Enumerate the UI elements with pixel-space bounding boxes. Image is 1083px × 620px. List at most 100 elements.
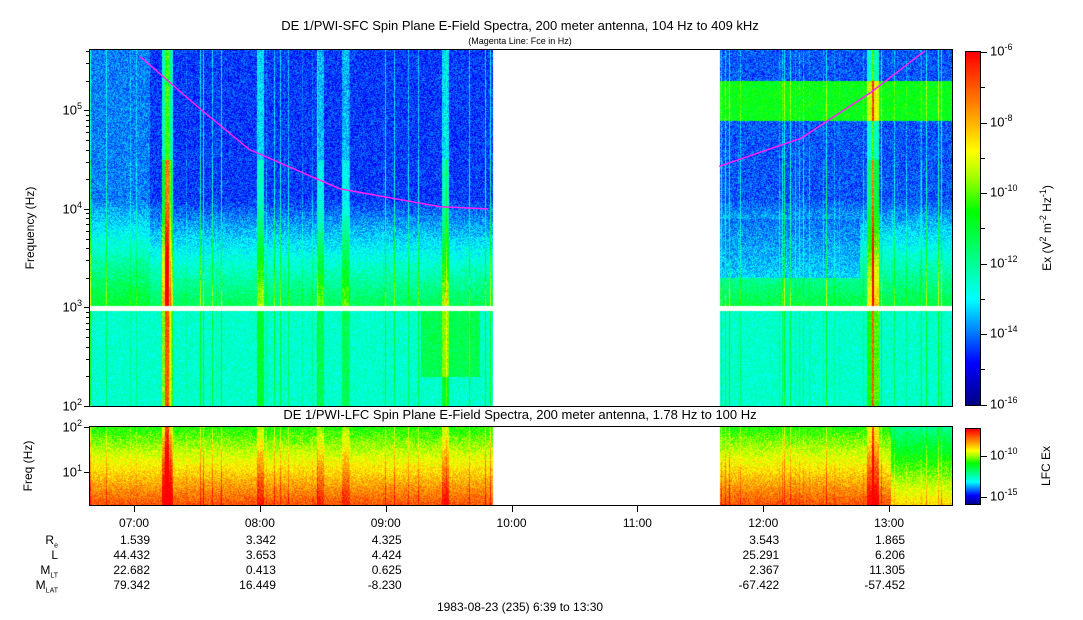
colorbar-tick-label: 10-12	[990, 254, 1017, 270]
colorbar-tick-label: 10-6	[990, 42, 1012, 58]
y-minor-tick	[86, 149, 89, 151]
colorbar-tick	[981, 405, 987, 406]
colorbar-tick	[981, 52, 987, 53]
label-text: M	[40, 563, 51, 577]
y-minor-tick	[86, 238, 89, 240]
ephemeris-value: 22.682	[113, 563, 151, 577]
y-minor-tick	[86, 316, 89, 318]
label-text: R	[45, 533, 55, 547]
bottom-y-axis-label: Freq (Hz)	[21, 440, 35, 492]
colorbar-tick-label: 10-14	[990, 324, 1017, 340]
colorbar-tick	[981, 334, 987, 336]
y-tick-label: 102	[63, 418, 82, 434]
bottom-panel-title: DE 1/PWI-LFC Spin Plane E-Field Spectra,…	[283, 407, 757, 422]
ephemeris-value: 2.367	[749, 563, 780, 577]
tick-base: 10	[62, 398, 77, 414]
x-tick	[259, 506, 261, 512]
y-tick-label: 104	[63, 200, 82, 216]
label-subscript: LT	[50, 572, 58, 580]
x-tick	[637, 506, 639, 512]
colorbar-tick	[981, 193, 987, 195]
y-minor-tick	[86, 161, 89, 163]
x-tick-label: 12:00	[748, 516, 779, 530]
ephemeris-value: 4.325	[371, 533, 402, 547]
tick-exponent: -6	[1004, 42, 1013, 52]
tick-exponent: -10	[1004, 446, 1018, 456]
colorbar-tick-label: 10-10	[990, 446, 1017, 462]
ephemeris-value: 79.342	[113, 578, 151, 592]
ephemeris-row-label: Re	[45, 533, 58, 549]
tick-base: 10	[990, 184, 1005, 200]
cb-label-part: Hz	[1040, 197, 1054, 216]
ephemeris-value: 4.424	[371, 548, 402, 562]
ephemeris-value: 25.291	[742, 548, 780, 562]
ephemeris-value: -67.422	[738, 578, 780, 592]
bottom-colorbar	[966, 429, 980, 504]
cb-label-sup: -1	[1038, 189, 1048, 198]
x-tick-label: 08:00	[244, 516, 275, 530]
label-text: M	[35, 578, 46, 592]
tick-exponent: -10	[1004, 183, 1018, 194]
y-minor-tick	[86, 139, 89, 141]
y-minor-tick	[86, 322, 89, 324]
y-minor-tick	[86, 224, 89, 226]
y-tick	[84, 208, 89, 210]
y-tick	[84, 307, 89, 309]
top-colorbar	[966, 52, 980, 405]
lfc-spectrogram	[90, 427, 952, 505]
y-minor-tick	[86, 376, 89, 378]
colorbar-tick-label: 10-15	[990, 487, 1017, 503]
bottom-colorbar-label: LFC Ex	[1039, 445, 1053, 487]
y-tick	[84, 427, 89, 428]
time-range-caption: 1983-08-23 (235) 6:39 to 13:30	[436, 600, 604, 614]
colorbar-tick-label: 10-10	[990, 183, 1017, 199]
y-minor-tick	[86, 311, 89, 313]
cb-label-part: m	[1040, 223, 1054, 237]
x-tick	[511, 506, 513, 512]
y-minor-tick	[86, 119, 89, 121]
y-tick	[84, 110, 89, 112]
x-tick-label: 10:00	[496, 516, 527, 530]
y-minor-tick	[86, 218, 89, 220]
colorbar-minor-tick	[981, 298, 985, 300]
tick-base: 10	[990, 113, 1005, 129]
colorbar-minor-tick	[981, 87, 985, 88]
tick-exponent: -15	[1004, 487, 1018, 497]
ephemeris-value: -8.230	[367, 578, 402, 592]
tick-exponent: 2	[76, 418, 82, 428]
ephemeris-row-label: L	[51, 548, 58, 564]
y-minor-tick	[86, 248, 89, 250]
x-tick	[385, 506, 387, 512]
y-tick	[84, 471, 89, 473]
y-minor-tick	[86, 114, 89, 116]
top-panel-subtitle: (Magenta Line: Fce in Hz)	[468, 36, 572, 46]
ephemeris-value: 0.413	[245, 563, 276, 577]
y-minor-tick	[86, 125, 89, 127]
tick-exponent: 5	[76, 101, 82, 112]
y-tick-label: 103	[63, 298, 82, 314]
tick-exponent: -8	[1004, 112, 1013, 123]
y-minor-tick	[86, 213, 89, 215]
colorbar-minor-tick	[981, 228, 985, 230]
ephemeris-value: 44.432	[113, 548, 151, 562]
colorbar-tick	[981, 456, 987, 457]
y-minor-tick	[86, 260, 89, 262]
colorbar-tick	[981, 263, 987, 265]
ephemeris-value: 16.449	[239, 578, 276, 592]
label-text: L	[51, 548, 58, 562]
label-subscript: LAT	[45, 587, 58, 595]
colorbar-tick-label: 10-16	[990, 395, 1017, 411]
y-minor-tick	[86, 346, 89, 348]
fce-line-layer	[139, 50, 926, 210]
colorbar-tick	[981, 122, 987, 124]
ephemeris-value: 3.342	[245, 533, 276, 547]
sfc-spectrogram	[90, 50, 952, 406]
fce-line	[718, 50, 926, 168]
ephemeris-row-label: MLAT	[36, 578, 58, 594]
colorbar-tick-label: 10-8	[990, 113, 1012, 129]
ephemeris-value: 1.539	[120, 533, 151, 547]
y-tick-label: 101	[63, 463, 82, 479]
y-minor-tick	[86, 358, 89, 360]
y-minor-tick	[86, 329, 89, 331]
